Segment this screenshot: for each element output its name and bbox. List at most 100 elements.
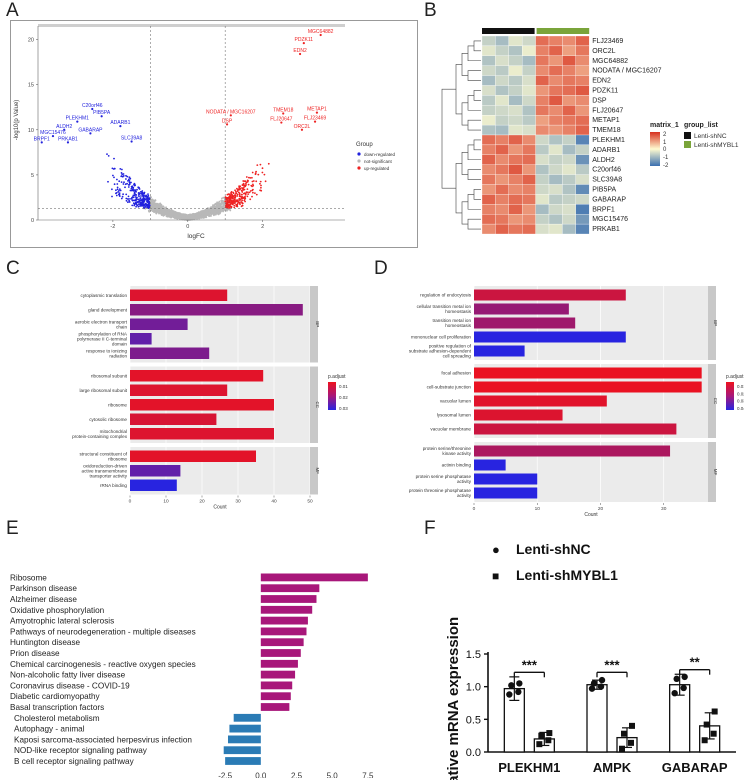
volcano-point bbox=[247, 193, 250, 196]
volcano-point bbox=[125, 197, 128, 200]
volcano-point bbox=[133, 191, 136, 194]
go-x-tick-label: 30 bbox=[661, 506, 667, 512]
volcano-point bbox=[230, 193, 233, 195]
volcano-point bbox=[153, 200, 156, 203]
volcano-point bbox=[252, 188, 254, 191]
dendrogram-branch bbox=[473, 40, 481, 52]
dendrogram-branch bbox=[441, 88, 456, 189]
facet-strip-label: CC bbox=[315, 402, 320, 409]
volcano-point bbox=[164, 210, 167, 213]
dendrogram-branch bbox=[467, 144, 481, 161]
volcano-point bbox=[260, 186, 262, 189]
go-term-label: phosphorylation of RNA bbox=[78, 331, 127, 336]
volcano-point bbox=[241, 197, 244, 200]
go-term-label: protein threonine phosphatase bbox=[409, 488, 472, 493]
kegg-bar bbox=[260, 692, 291, 701]
heatmap-cell bbox=[481, 115, 496, 126]
volcano-point bbox=[236, 187, 238, 190]
go-bar bbox=[130, 304, 303, 316]
heatmap-row-label: MGC64882 bbox=[592, 58, 628, 65]
volcano-point bbox=[194, 217, 197, 219]
volcano-gene-label: FLJ20647 bbox=[270, 117, 292, 123]
heatmap-cell bbox=[575, 35, 590, 47]
go-term-label: vacuolar membrane bbox=[430, 427, 471, 432]
volcano-point bbox=[236, 193, 239, 196]
volcano-point bbox=[245, 176, 248, 178]
legend-up-label: up-regulated bbox=[364, 166, 390, 171]
facet-strip bbox=[708, 364, 716, 438]
volcano-point bbox=[134, 199, 136, 202]
heatmap-row-label: PRKAB1 bbox=[592, 226, 620, 233]
heatmap-cell bbox=[495, 85, 509, 96]
heatmap-row-label: FLJ20647 bbox=[592, 107, 623, 114]
heatmap-cell bbox=[508, 134, 523, 146]
volcano-point bbox=[139, 205, 141, 207]
qpcr-point bbox=[598, 676, 606, 684]
volcano-point bbox=[185, 216, 188, 219]
qpcr-y-tick-label: 0.0 bbox=[466, 747, 481, 759]
volcano-point bbox=[245, 191, 248, 194]
volcano-point bbox=[254, 172, 257, 175]
volcano-point bbox=[252, 191, 254, 194]
heatmap-cell bbox=[535, 204, 550, 215]
volcano-point bbox=[112, 174, 114, 177]
group-legend-label-mybl1: Lenti-shMYBL1 bbox=[694, 142, 739, 149]
qpcr-y-tick-label: 1.5 bbox=[466, 649, 481, 661]
heatmap-row-label: TMEM18 bbox=[592, 127, 621, 134]
heatmap-cell bbox=[535, 214, 550, 225]
heatmap-cell bbox=[522, 105, 536, 116]
volcano-labeled-point bbox=[66, 141, 70, 144]
volcano-point bbox=[174, 214, 176, 217]
go-term-label: cytoplasmic translation bbox=[81, 293, 128, 298]
volcano-gene-label: C20orf46 bbox=[82, 103, 103, 109]
heatmap-cell bbox=[562, 134, 576, 146]
volcano-point bbox=[191, 214, 194, 217]
heatmap-cell bbox=[575, 194, 590, 205]
heatmap-cell bbox=[575, 115, 590, 126]
volcano-point bbox=[218, 202, 221, 205]
volcano-point bbox=[210, 213, 213, 215]
volcano-point bbox=[120, 181, 123, 184]
volcano-point bbox=[259, 182, 261, 185]
volcano-point bbox=[120, 197, 123, 200]
volcano-point bbox=[162, 215, 165, 217]
volcano-point bbox=[234, 202, 236, 205]
volcano-point bbox=[199, 215, 201, 218]
facet-strip-label: BP bbox=[315, 321, 320, 327]
volcano-point bbox=[165, 206, 168, 209]
volcano-point bbox=[123, 181, 125, 184]
heatmap-cell bbox=[548, 134, 563, 146]
go-term-label: ribosome bbox=[108, 456, 127, 461]
heatmap-cell bbox=[481, 154, 496, 165]
volcano-point bbox=[259, 189, 261, 192]
volcano-point bbox=[215, 206, 217, 209]
volcano-point bbox=[139, 199, 142, 201]
go-term-label: protein serine/threonine bbox=[423, 446, 472, 451]
volcano-point bbox=[168, 213, 171, 216]
kegg-x-tick-label: 7.5 bbox=[362, 771, 374, 778]
heatmap-cell bbox=[508, 174, 523, 185]
volcano-point bbox=[249, 177, 252, 179]
volcano-point bbox=[224, 200, 227, 203]
dendrogram-branch bbox=[467, 169, 481, 180]
facet-strip-label: BP bbox=[713, 320, 718, 326]
volcano-point bbox=[170, 214, 173, 217]
volcano-points bbox=[106, 153, 270, 221]
volcano-point bbox=[232, 201, 235, 204]
group-legend-title: group_list bbox=[684, 122, 719, 129]
volcano-point bbox=[215, 210, 218, 213]
volcano-frame bbox=[10, 20, 418, 248]
volcano-point bbox=[203, 216, 206, 218]
go-term-label: ribosome bbox=[108, 402, 127, 407]
volcano-point bbox=[222, 209, 225, 212]
go-term-label: active transmembrane bbox=[82, 468, 128, 473]
heatmap-cell bbox=[522, 214, 536, 225]
volcano-point bbox=[218, 208, 220, 211]
volcano-point bbox=[160, 208, 163, 211]
dendrogram-branch bbox=[467, 70, 481, 81]
volcano-point bbox=[250, 184, 253, 187]
go-legend-tick: 0.03 bbox=[339, 406, 348, 411]
volcano-point bbox=[138, 188, 141, 190]
